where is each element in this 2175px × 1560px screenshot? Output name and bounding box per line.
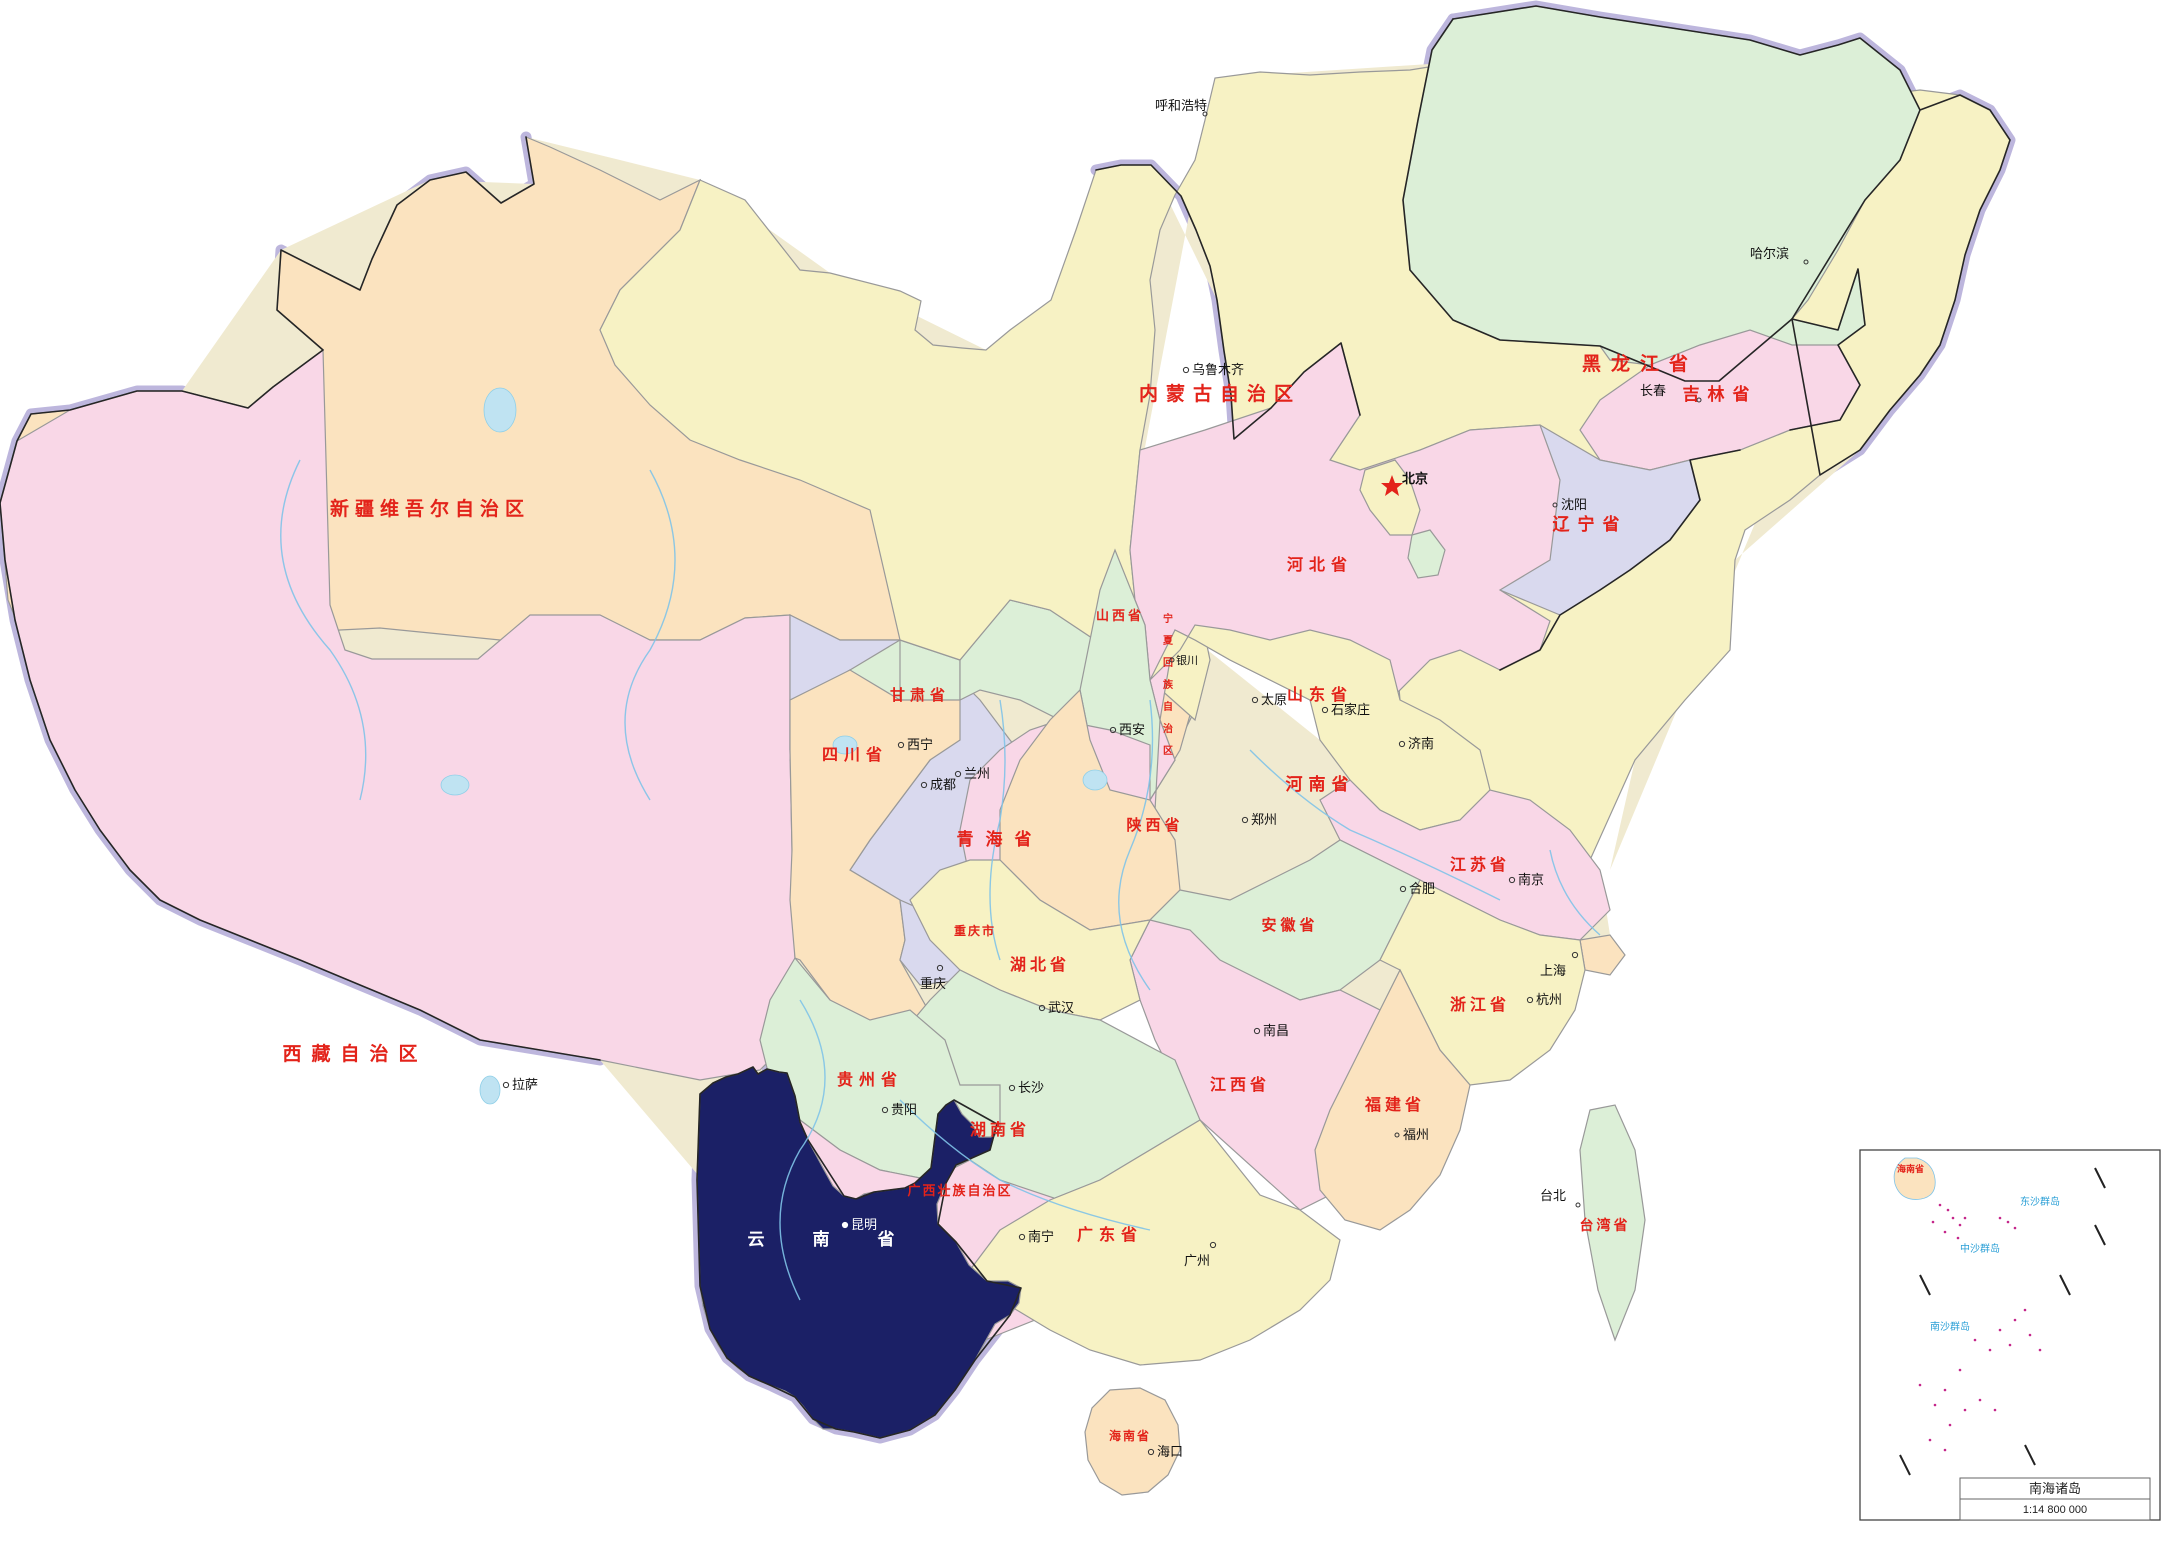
svg-text:石家庄: 石家庄 <box>1331 702 1370 717</box>
svg-text:南京: 南京 <box>1518 872 1544 887</box>
svg-text:自: 自 <box>1163 700 1173 713</box>
svg-text:福州: 福州 <box>1403 1127 1429 1142</box>
svg-text:贵阳: 贵阳 <box>891 1102 917 1117</box>
svg-text:江苏省: 江苏省 <box>1450 855 1510 874</box>
svg-text:西安: 西安 <box>1119 722 1145 737</box>
svg-text:东沙群岛: 东沙群岛 <box>2020 1195 2060 1208</box>
svg-text:济南: 济南 <box>1408 736 1434 751</box>
svg-text:山西省: 山西省 <box>1096 608 1144 623</box>
svg-text:青海省: 青海省 <box>957 829 1044 849</box>
svg-text:沈阳: 沈阳 <box>1561 497 1587 512</box>
svg-text:宁: 宁 <box>1163 612 1173 625</box>
svg-text:成都: 成都 <box>930 777 956 792</box>
svg-text:长春: 长春 <box>1640 383 1666 398</box>
svg-text:武汉: 武汉 <box>1048 1000 1074 1015</box>
svg-text:四川省: 四川省 <box>822 745 888 764</box>
svg-text:河南省: 河南省 <box>1286 774 1355 794</box>
svg-text:陕西省: 陕西省 <box>1126 816 1183 834</box>
svg-text:广州: 广州 <box>1184 1253 1210 1268</box>
svg-text:南宁: 南宁 <box>1028 1229 1054 1244</box>
svg-text:河北省: 河北省 <box>1287 555 1353 574</box>
svg-text:银川: 银川 <box>1176 653 1198 667</box>
svg-text:昆明: 昆明 <box>851 1217 877 1232</box>
svg-text:兰州: 兰州 <box>964 766 990 781</box>
svg-text:太原: 太原 <box>1261 692 1287 707</box>
svg-text:郑州: 郑州 <box>1251 812 1277 827</box>
svg-text:族: 族 <box>1163 678 1174 691</box>
svg-text:拉萨: 拉萨 <box>512 1077 538 1092</box>
svg-text:长沙: 长沙 <box>1018 1080 1044 1095</box>
svg-text:南沙群岛: 南沙群岛 <box>1930 1320 1970 1333</box>
svg-text:杭州: 杭州 <box>1536 992 1562 1007</box>
svg-text:湖北省: 湖北省 <box>1010 955 1070 974</box>
svg-text:湖南省: 湖南省 <box>970 1120 1030 1139</box>
svg-text:台北: 台北 <box>1540 1188 1566 1203</box>
svg-text:西宁: 西宁 <box>907 737 933 752</box>
svg-text:治: 治 <box>1163 722 1173 735</box>
svg-text:浙江省: 浙江省 <box>1450 995 1510 1014</box>
svg-text:内蒙古自治区: 内蒙古自治区 <box>1139 382 1301 405</box>
svg-text:呼和浩特: 呼和浩特 <box>1155 98 1207 113</box>
svg-text:台湾省: 台湾省 <box>1580 1217 1631 1233</box>
svg-text:云南省: 云南省 <box>748 1229 943 1249</box>
svg-text:夏: 夏 <box>1162 635 1174 647</box>
svg-text:上海: 上海 <box>1540 963 1566 978</box>
svg-text:西藏自治区: 西藏自治区 <box>282 1042 427 1065</box>
svg-text:海南省: 海南省 <box>1897 1163 1924 1174</box>
svg-text:合肥: 合肥 <box>1409 881 1435 896</box>
svg-text:贵州省: 贵州省 <box>837 1070 903 1089</box>
svg-text:乌鲁木齐: 乌鲁木齐 <box>1192 362 1244 377</box>
svg-text:江西省: 江西省 <box>1210 1075 1270 1094</box>
svg-text:重庆: 重庆 <box>920 976 946 991</box>
svg-text:南昌: 南昌 <box>1263 1023 1289 1038</box>
svg-text:中沙群岛: 中沙群岛 <box>1960 1242 2000 1255</box>
svg-text:南海诸岛: 南海诸岛 <box>2029 1481 2081 1496</box>
svg-text:1:14 800 000: 1:14 800 000 <box>2023 1504 2087 1516</box>
svg-text:安徽省: 安徽省 <box>1261 916 1318 934</box>
svg-text:福建省: 福建省 <box>1364 1095 1425 1114</box>
svg-text:辽宁省: 辽宁省 <box>1553 514 1628 534</box>
svg-text:广东省: 广东省 <box>1077 1225 1143 1244</box>
svg-text:哈尔滨: 哈尔滨 <box>1750 246 1789 261</box>
svg-text:广西壮族自治区: 广西壮族自治区 <box>907 1183 1012 1198</box>
svg-text:新疆维吾尔自治区: 新疆维吾尔自治区 <box>330 497 530 520</box>
svg-text:北京: 北京 <box>1402 471 1428 486</box>
svg-text:甘肃省: 甘肃省 <box>890 686 950 704</box>
svg-text:黑龙江省: 黑龙江省 <box>1582 352 1698 375</box>
svg-text:海口: 海口 <box>1157 1444 1183 1459</box>
svg-text:回: 回 <box>1163 657 1173 669</box>
svg-text:海南省: 海南省 <box>1109 1428 1151 1443</box>
svg-text:重庆市: 重庆市 <box>954 923 996 938</box>
svg-text:区: 区 <box>1163 745 1173 757</box>
svg-text:吉林省: 吉林省 <box>1683 384 1758 404</box>
